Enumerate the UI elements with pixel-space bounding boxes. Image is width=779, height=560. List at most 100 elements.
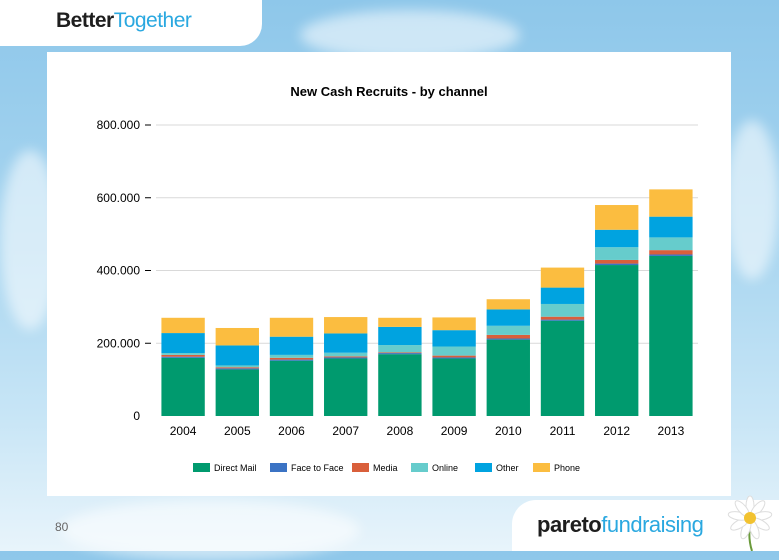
bar-segment bbox=[649, 254, 693, 256]
bar-segment bbox=[486, 339, 530, 416]
logo-fundraising: fundraising bbox=[601, 512, 704, 537]
better-together-logo: BetterTogether bbox=[56, 9, 192, 33]
bar-segment bbox=[215, 369, 259, 416]
bar-segment bbox=[649, 237, 693, 251]
legend-label: Face to Face bbox=[291, 463, 344, 473]
bar-segment bbox=[649, 189, 693, 217]
bar-segment bbox=[540, 267, 585, 288]
cloud-decoration bbox=[60, 500, 360, 560]
bar-segment bbox=[378, 354, 422, 416]
bar-segment bbox=[269, 317, 314, 337]
stacked-bar-chart: 0 200.000 400.000 600.000 800.000 2004 2005 200… bbox=[97, 118, 698, 473]
bar-segment bbox=[161, 356, 205, 358]
pareto-fundraising-logo: paretofundraising bbox=[537, 512, 704, 538]
logo-pareto: pareto bbox=[537, 512, 602, 537]
daisy-flower-icon bbox=[727, 495, 773, 551]
bar-segment bbox=[432, 330, 476, 347]
y-tick-label: 800.000 bbox=[97, 118, 141, 132]
bar-segment bbox=[486, 325, 530, 335]
bar-segment bbox=[540, 303, 585, 317]
bar-segment bbox=[432, 346, 476, 356]
bar-segment bbox=[215, 327, 259, 346]
logo-together: Together bbox=[113, 9, 192, 32]
bar-segment bbox=[378, 317, 422, 327]
chart-panel: New Cash Recruits - by channel 0 200.000 4… bbox=[47, 52, 731, 496]
bar-segment bbox=[161, 354, 205, 357]
legend-swatch bbox=[270, 463, 287, 472]
bar-segment bbox=[540, 320, 585, 416]
bar-segment bbox=[649, 216, 693, 238]
legend-swatch bbox=[193, 463, 210, 472]
bar-segment bbox=[161, 357, 205, 416]
bar-segment bbox=[324, 356, 368, 358]
bar-segment bbox=[540, 316, 585, 320]
bar-segment bbox=[215, 365, 259, 368]
legend-swatch bbox=[533, 463, 550, 472]
x-tick-label: 2010 bbox=[495, 424, 522, 438]
x-tick-label: 2007 bbox=[332, 424, 359, 438]
bar-segment bbox=[378, 326, 422, 346]
x-tick-label: 2005 bbox=[224, 424, 251, 438]
page-number: 80 bbox=[55, 520, 69, 534]
bar-segment bbox=[432, 357, 476, 359]
bar-segment bbox=[432, 358, 476, 416]
bar-segment bbox=[215, 368, 259, 370]
chart-title: New Cash Recruits - by channel bbox=[290, 84, 488, 99]
legend-swatch bbox=[475, 463, 492, 472]
bar-segment bbox=[540, 287, 585, 304]
bar-segment bbox=[595, 205, 639, 230]
cloud-decoration bbox=[300, 10, 520, 60]
legend-label: Media bbox=[373, 463, 398, 473]
y-tick-label: 400.000 bbox=[97, 264, 141, 278]
bar-segment bbox=[324, 352, 368, 357]
bar-segment bbox=[161, 353, 205, 355]
bar-segment bbox=[595, 247, 639, 260]
bar-segment bbox=[269, 357, 314, 360]
legend-swatch bbox=[411, 463, 428, 472]
bar-segment bbox=[486, 338, 530, 340]
legend-label: Online bbox=[432, 463, 458, 473]
bar-segment bbox=[324, 333, 368, 353]
bar-segment bbox=[595, 229, 639, 248]
bar-segment bbox=[215, 367, 259, 369]
bar-segment bbox=[649, 255, 693, 416]
y-tick-label: 600.000 bbox=[97, 191, 141, 205]
bar-segment bbox=[486, 334, 530, 339]
legend-label: Other bbox=[496, 463, 519, 473]
bar-segment bbox=[269, 336, 314, 355]
legend-swatch bbox=[352, 463, 369, 472]
bar-segment bbox=[486, 299, 530, 310]
x-tick-label: 2013 bbox=[658, 424, 685, 438]
x-tick-label: 2012 bbox=[603, 424, 630, 438]
bar-segment bbox=[161, 317, 205, 334]
bar-segment bbox=[486, 309, 530, 326]
legend-label: Direct Mail bbox=[214, 463, 257, 473]
bar-segment bbox=[378, 353, 422, 355]
bar-segment bbox=[649, 250, 693, 255]
logo-better: Better bbox=[56, 9, 114, 32]
bar-segment bbox=[432, 355, 476, 358]
bar-segment bbox=[324, 317, 368, 334]
x-tick-label: 2006 bbox=[278, 424, 305, 438]
bar-segment bbox=[378, 345, 422, 353]
bar-segment bbox=[215, 345, 259, 366]
bar-segment bbox=[324, 358, 368, 416]
y-tick-label: 200.000 bbox=[97, 336, 141, 350]
legend-label: Phone bbox=[554, 463, 580, 473]
cloud-decoration bbox=[725, 120, 779, 280]
bar-segment bbox=[540, 319, 585, 321]
x-tick-label: 2009 bbox=[441, 424, 468, 438]
y-tick-label: 0 bbox=[133, 409, 140, 423]
bar-segment bbox=[378, 352, 422, 354]
x-tick-label: 2004 bbox=[170, 424, 197, 438]
bar-segment bbox=[595, 259, 639, 264]
bar-segment bbox=[595, 265, 639, 416]
bar-segment bbox=[432, 317, 476, 331]
x-tick-label: 2008 bbox=[387, 424, 414, 438]
bar-segment bbox=[324, 357, 368, 359]
x-tick-label: 2011 bbox=[550, 424, 576, 438]
bar-segment bbox=[161, 333, 205, 354]
bar-segment bbox=[595, 263, 639, 266]
header-logo-tab bbox=[0, 0, 262, 46]
bar-segment bbox=[269, 359, 314, 361]
